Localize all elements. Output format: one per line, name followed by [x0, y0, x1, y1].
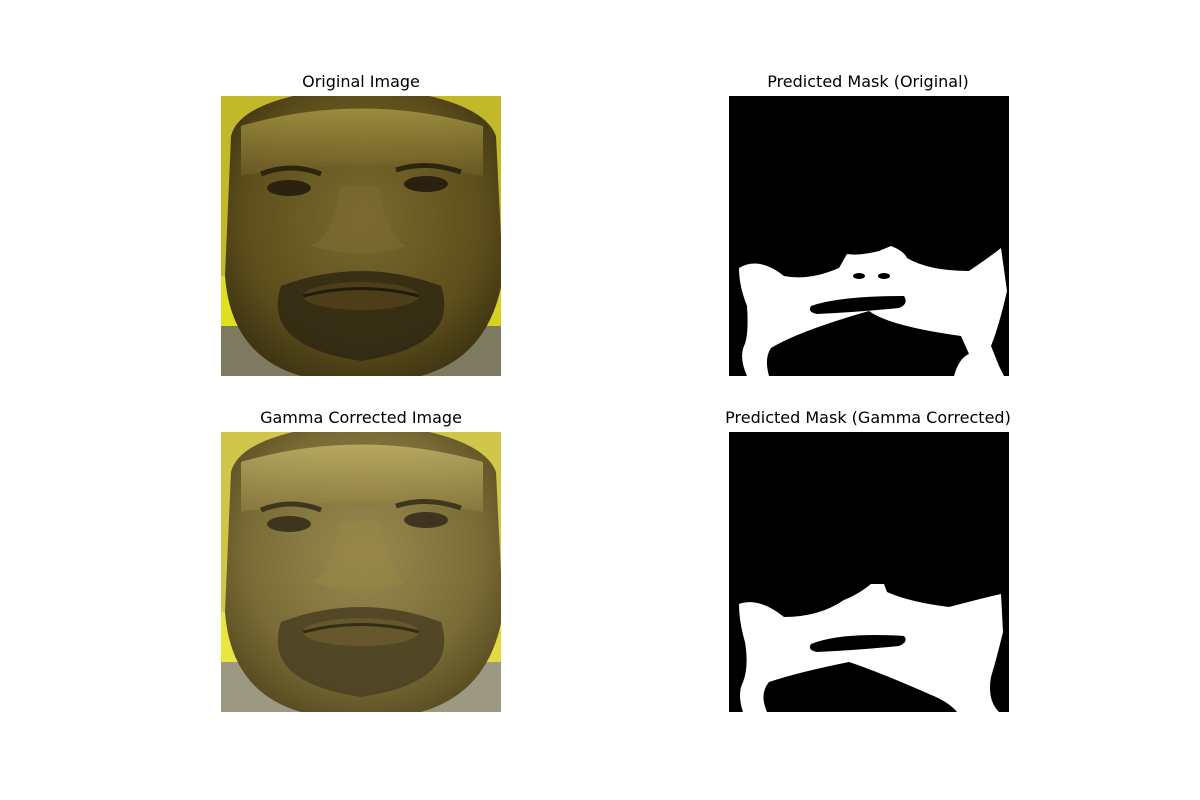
predicted-mask-gamma-corrected — [729, 432, 1009, 712]
predicted-mask-original-title: Predicted Mask (Original) — [767, 72, 969, 91]
original-image-title: Original Image — [302, 72, 420, 91]
predicted-mask-original — [729, 96, 1009, 376]
gamma-corrected-face-image — [221, 432, 501, 712]
gamma-corrected-image-title: Gamma Corrected Image — [260, 408, 462, 427]
original-face-image — [221, 96, 501, 376]
predicted-mask-gamma-title: Predicted Mask (Gamma Corrected) — [725, 408, 1011, 427]
